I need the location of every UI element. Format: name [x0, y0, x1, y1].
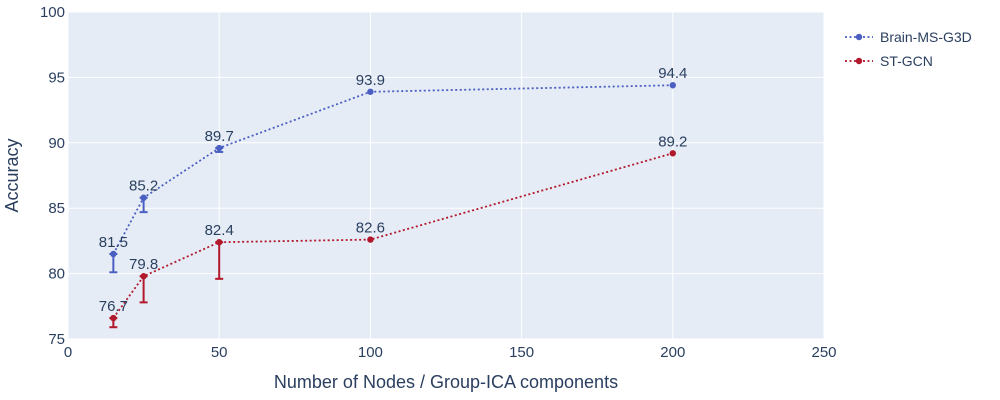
data-point: [140, 194, 147, 201]
x-axis-ticks: 0 50 100 150 200 250: [64, 344, 837, 361]
y-tick-label: 80: [48, 266, 65, 283]
data-point: [110, 250, 117, 258]
data-point: [216, 239, 223, 246]
data-point: [367, 236, 374, 243]
series: 81.5 85.2 89.7 93.9 94.4 76.7 79.8 82.4 82.6 89.2: [99, 65, 687, 329]
x-tick-label: 100: [358, 344, 383, 361]
data-point: [367, 88, 374, 95]
legend[interactable]: Brain-MS-G3D ST-GCN: [845, 29, 972, 69]
data-label: 82.6: [356, 220, 385, 237]
legend-label: ST-GCN: [880, 53, 933, 69]
series-st-gcn: 76.7 79.8 82.4 82.6 89.2: [99, 133, 687, 329]
data-label: 76.7: [99, 298, 128, 315]
plot-background: [68, 12, 824, 339]
data-label: 93.9: [356, 72, 385, 89]
data-point: [140, 273, 147, 280]
data-label: 89.7: [205, 128, 234, 145]
data-label: 82.4: [205, 222, 234, 239]
data-label: 89.2: [658, 133, 687, 150]
y-axis-title: Accuracy: [2, 138, 22, 212]
data-point: [669, 150, 676, 157]
x-tick-label: 150: [509, 344, 534, 361]
y-tick-label: 90: [48, 135, 65, 152]
data-point: [669, 82, 676, 89]
data-point: [216, 144, 223, 152]
y-tick-label: 95: [48, 69, 65, 86]
y-tick-label: 100: [40, 4, 65, 21]
series-brain-ms-g3d: 81.5 85.2 89.7 93.9 94.4: [99, 65, 687, 274]
x-tick-label: 200: [660, 344, 685, 361]
data-point: [110, 314, 117, 322]
legend-item-brain-ms-g3d[interactable]: Brain-MS-G3D: [845, 29, 972, 45]
data-label: 94.4: [658, 65, 687, 82]
x-tick-label: 0: [64, 344, 72, 361]
legend-marker: [855, 57, 863, 65]
x-axis-title: Number of Nodes / Group-ICA components: [274, 372, 618, 392]
legend-item-st-gcn[interactable]: ST-GCN: [845, 53, 933, 69]
legend-label: Brain-MS-G3D: [880, 29, 972, 45]
data-label: 81.5: [99, 234, 128, 251]
y-axis-ticks: 75 80 85 90 95 100: [40, 4, 65, 348]
x-tick-label: 250: [811, 344, 836, 361]
y-tick-label: 75: [48, 331, 65, 348]
data-label: 85.2: [129, 178, 158, 195]
legend-marker: [855, 33, 863, 41]
grid: [67, 11, 825, 340]
y-tick-label: 85: [48, 200, 65, 217]
data-label: 79.8: [129, 256, 158, 273]
x-tick-label: 50: [211, 344, 228, 361]
